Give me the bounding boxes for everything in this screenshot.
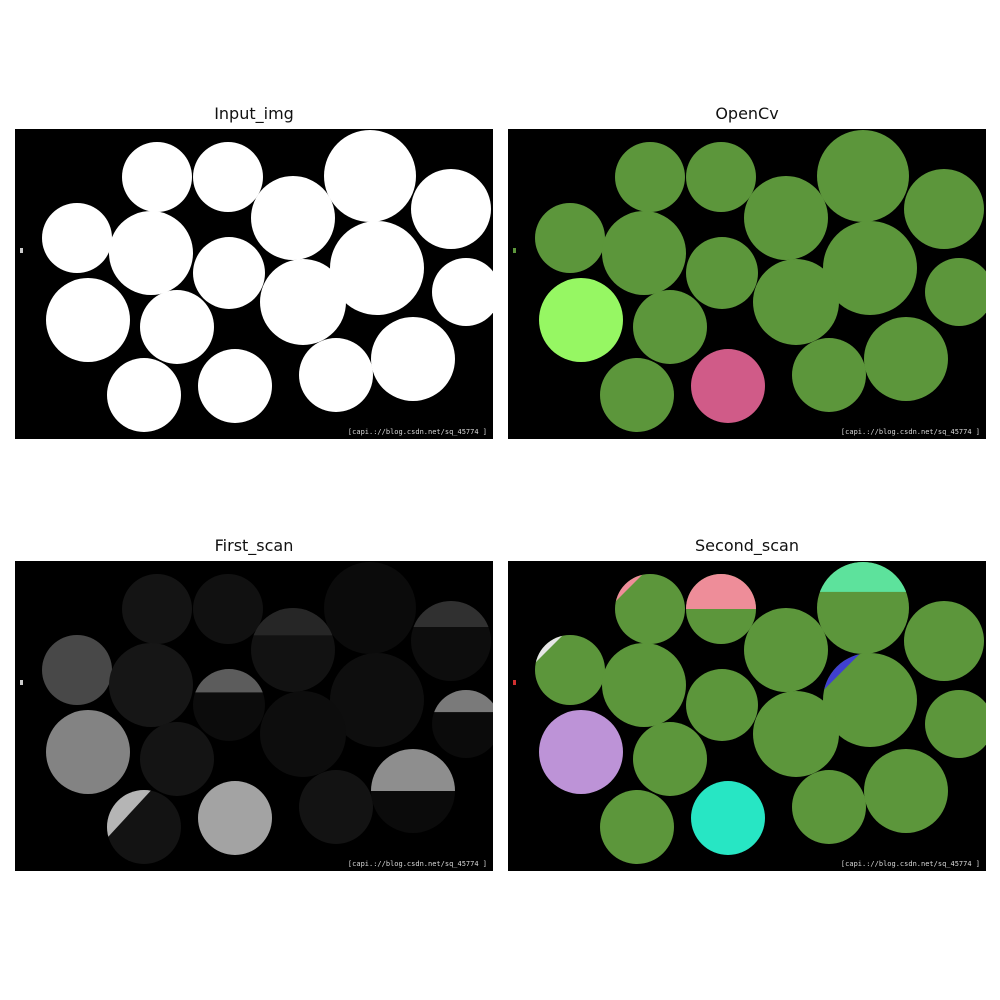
- blob-14: [792, 770, 866, 844]
- blob-17: [371, 317, 455, 401]
- blob-overlay-1: [686, 574, 756, 609]
- blob-14: [792, 338, 866, 412]
- blob-16: [691, 349, 765, 423]
- panel-title-second-scan: Second_scan: [695, 536, 799, 555]
- blob-15: [107, 358, 181, 432]
- watermark-text: [capi.://blog.csdn.net/sq_45774 ]: [347, 428, 487, 436]
- blob-6: [109, 643, 193, 727]
- blob-2: [324, 562, 416, 654]
- blob-14: [299, 770, 373, 844]
- watermark-text: [capi.://blog.csdn.net/sq_45774 ]: [840, 428, 980, 436]
- blob-3: [744, 176, 828, 260]
- panel-first-scan: [capi.://blog.csdn.net/sq_45774 ]: [15, 561, 493, 871]
- blob-10: [539, 278, 623, 362]
- blob-4: [411, 169, 491, 249]
- panel-title-input-img: Input_img: [214, 104, 294, 123]
- blob-5: [42, 635, 112, 705]
- panel-input-img: [capi.://blog.csdn.net/sq_45774 ]: [15, 129, 493, 439]
- blob-4: [904, 601, 984, 681]
- blob-1: [193, 142, 263, 212]
- blob-5: [535, 635, 605, 705]
- blob-0: [615, 574, 685, 644]
- watermark-text: [capi.://blog.csdn.net/sq_45774 ]: [347, 860, 487, 868]
- blob-3: [744, 608, 828, 692]
- panel-title-first-scan: First_scan: [214, 536, 294, 555]
- panel-second-scan: [capi.://blog.csdn.net/sq_45774 ]: [508, 561, 986, 871]
- stray-pixel: [513, 680, 516, 685]
- blob-14: [299, 338, 373, 412]
- blob-17: [864, 317, 948, 401]
- circles-image: [20, 562, 493, 864]
- blob-overlay-2: [817, 562, 909, 592]
- blob-9: [925, 258, 986, 326]
- blob-10: [46, 710, 130, 794]
- stray-pixel: [20, 248, 23, 253]
- blob-12: [260, 259, 346, 345]
- blob-overlay-3: [251, 608, 335, 636]
- blob-2: [324, 130, 416, 222]
- blob-6: [602, 211, 686, 295]
- blob-0: [615, 142, 685, 212]
- blob-7: [686, 669, 758, 741]
- blob-9: [432, 258, 493, 326]
- blob-10: [46, 278, 130, 362]
- blob-1: [193, 574, 263, 644]
- panel-title-opencv: OpenCv: [715, 104, 779, 123]
- blob-11: [633, 722, 707, 796]
- stray-pixel: [20, 680, 23, 685]
- blob-8: [823, 653, 917, 747]
- blob-7: [686, 237, 758, 309]
- blob-overlay-17: [371, 749, 455, 791]
- blob-16: [198, 349, 272, 423]
- circles-image: [513, 130, 986, 432]
- blob-5: [535, 203, 605, 273]
- blob-0: [122, 574, 192, 644]
- blob-6: [109, 211, 193, 295]
- blob-15: [600, 790, 674, 864]
- blob-0: [122, 142, 192, 212]
- blob-11: [633, 290, 707, 364]
- blob-8: [330, 221, 424, 315]
- blob-overlay-9: [432, 690, 493, 713]
- blob-9: [925, 690, 986, 758]
- blob-7: [193, 237, 265, 309]
- blob-5: [42, 203, 112, 273]
- blob-8: [823, 221, 917, 315]
- blob-16: [198, 781, 272, 855]
- blob-12: [260, 691, 346, 777]
- blob-11: [140, 722, 214, 796]
- blob-4: [904, 169, 984, 249]
- circles-image: [513, 562, 986, 864]
- stray-pixel: [513, 248, 516, 253]
- blob-overlay-7: [193, 669, 265, 693]
- blob-overlay-4: [411, 601, 491, 627]
- blob-10: [539, 710, 623, 794]
- blob-2: [817, 130, 909, 222]
- blob-12: [753, 691, 839, 777]
- watermark-text: [capi.://blog.csdn.net/sq_45774 ]: [840, 860, 980, 868]
- blob-16: [691, 781, 765, 855]
- blob-1: [686, 142, 756, 212]
- blob-3: [251, 176, 335, 260]
- panel-opencv: [capi.://blog.csdn.net/sq_45774 ]: [508, 129, 986, 439]
- blob-11: [140, 290, 214, 364]
- circles-image: [20, 130, 493, 432]
- blob-12: [753, 259, 839, 345]
- blob-17: [864, 749, 948, 833]
- blob-6: [602, 643, 686, 727]
- blob-15: [600, 358, 674, 432]
- blob-8: [330, 653, 424, 747]
